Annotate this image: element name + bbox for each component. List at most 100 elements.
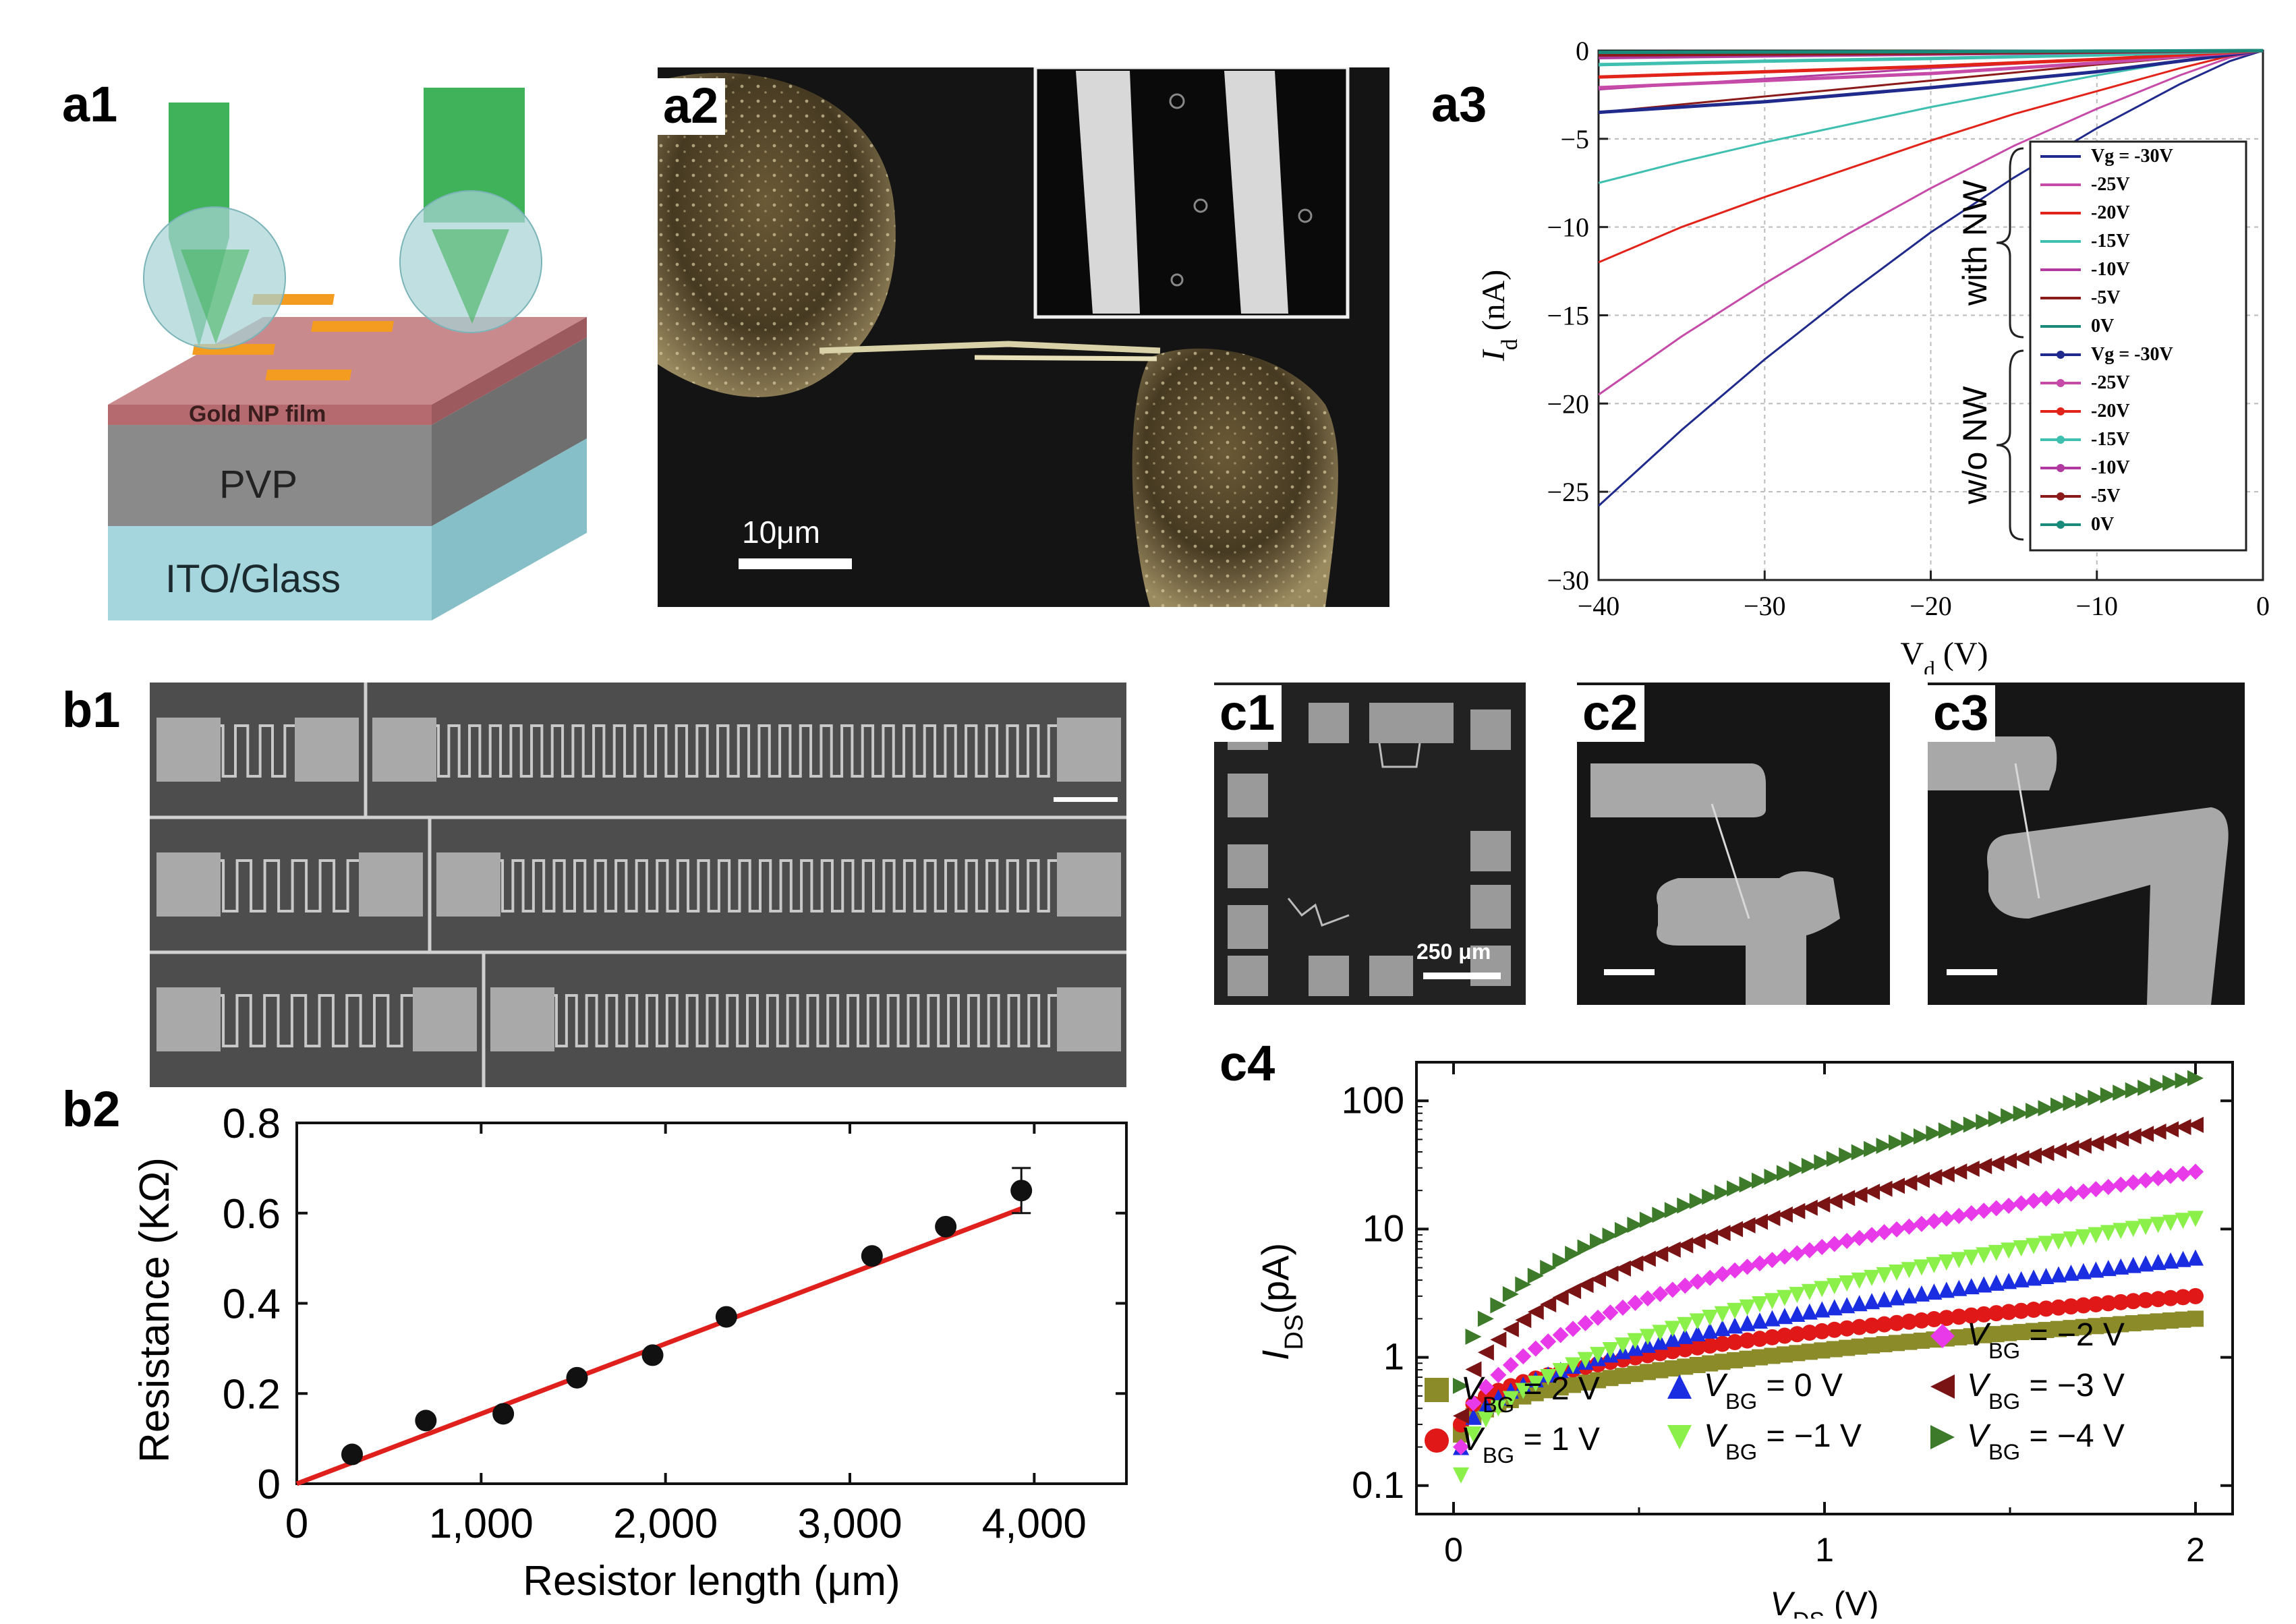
c4-point-2: [1764, 1310, 1781, 1327]
c4-point-1: [2175, 1289, 2191, 1306]
resistor-pad: [156, 852, 221, 917]
c4-point-3: [1864, 1269, 1881, 1286]
c4-point-3: [1839, 1275, 1856, 1292]
c4-point-6: [1540, 1260, 1557, 1277]
c4-point-6: [2075, 1092, 2092, 1109]
c4-point-3: [2175, 1213, 2191, 1229]
c4-point-5: [1764, 1210, 1781, 1227]
b2-chart: 0 1,000 2,000 3,000 4,000 0 0.2 0.4 0.6 0.8 Resist…: [132, 1101, 1128, 1604]
c4-point-1: [1689, 1339, 1706, 1356]
c4-point-5: [1465, 1361, 1482, 1378]
c4-point-1: [1702, 1337, 1719, 1354]
c4-point-3: [1814, 1281, 1831, 1298]
c4-chart: 0 1 2 0.1 1 10 100 VBG = 2 V VBG = 0 V VBG = −3 V…: [1254, 1061, 2234, 1619]
a3-legend-label: -25V: [2091, 372, 2130, 393]
c4-point-5: [1502, 1321, 1519, 1337]
resistor-meander: [221, 724, 295, 778]
c4-point-5: [1751, 1213, 1768, 1230]
c4-point-3: [1515, 1383, 1532, 1399]
c4-point-4: [1926, 1213, 1943, 1229]
b1-sem-art: [150, 683, 1126, 1087]
resistor-pad: [372, 718, 436, 782]
c4-point-3: [2038, 1236, 2055, 1252]
c1-scale-bar-label: 250 μm: [1416, 939, 1491, 964]
resistor-meander: [500, 859, 1057, 912]
a3-ylabel: Id (nA): [1476, 270, 1522, 361]
c4-point-4: [2137, 1172, 2154, 1189]
c4-point-1: [1764, 1329, 1781, 1345]
c4-point-6: [1851, 1144, 1868, 1161]
c4-point-1: [1751, 1331, 1768, 1347]
c4-point-4: [1689, 1273, 1706, 1290]
b2-xtick-label: 4,000: [982, 1501, 1087, 1547]
nanowire: [311, 321, 394, 332]
c4-point-2: [1664, 1331, 1681, 1347]
c4-point-1: [1727, 1334, 1744, 1351]
c2-scale-bar: [1604, 969, 1655, 975]
c4-point-5: [2038, 1144, 2055, 1161]
resistor-pad: [156, 987, 221, 1051]
b2-xtick-label: 3,000: [797, 1501, 902, 1547]
c4-point-3: [1976, 1247, 1992, 1264]
c4-point-4: [2001, 1197, 2017, 1214]
c4-point-5: [2063, 1140, 2079, 1157]
layer-label-top: Gold NP film: [189, 401, 326, 427]
c4-point-1: [1714, 1335, 1731, 1352]
c4-point-2: [2187, 1249, 2204, 1266]
b2-data-point: [415, 1410, 437, 1432]
c4-point-5: [1490, 1331, 1507, 1348]
a3-ytick-label: −5: [1560, 124, 1589, 154]
c4-point-2: [1963, 1278, 1980, 1295]
c4-point-4: [1864, 1227, 1881, 1244]
a3-legend-label: -20V: [2091, 202, 2130, 223]
c4-xtick-label: 0: [1444, 1531, 1463, 1569]
c4-point-3: [1963, 1249, 1980, 1266]
c4-point-1: [2125, 1293, 2142, 1310]
b2-data-point: [492, 1403, 515, 1425]
c4-point-4: [2187, 1163, 2204, 1180]
panel-label-a1: a1: [62, 76, 118, 132]
c4-point-1: [1926, 1311, 1943, 1328]
b2-ytick-label: 0.6: [223, 1191, 281, 1238]
a3-xtick-label: −40: [1578, 591, 1620, 621]
c4-point-6: [1901, 1131, 1918, 1148]
c4-point-2: [1652, 1333, 1669, 1350]
c4-point-4: [1876, 1224, 1893, 1241]
c4-point-3: [2125, 1221, 2142, 1238]
b2-xtick-label: 2,000: [613, 1501, 718, 1547]
c4-point-6: [1477, 1310, 1494, 1327]
a3-legend-label: -10V: [2091, 457, 2130, 478]
c4-point-6: [2162, 1074, 2179, 1091]
c4-point-2: [1851, 1295, 1868, 1312]
a3-series-13: [1598, 49, 2264, 55]
c4-point-6: [1577, 1239, 1594, 1256]
c4-point-3: [1789, 1287, 1806, 1304]
resistor-pad: [436, 852, 500, 917]
c4-point-3: [2001, 1242, 2017, 1259]
c4-point-6: [1490, 1297, 1507, 1314]
a3-legend-label: -5V: [2091, 287, 2121, 308]
c4-point-4: [1789, 1245, 1806, 1262]
c4-legend-label: VBG = −4 V: [1967, 1418, 2125, 1464]
c4-point-4: [1901, 1218, 1918, 1235]
a3-group-label-without: w/o NW: [1956, 386, 1994, 505]
layer-label-bottom: ITO/Glass: [165, 557, 341, 601]
c4-point-3: [1702, 1309, 1719, 1326]
c4-point-3: [1689, 1313, 1706, 1330]
c4-point-6: [1602, 1227, 1619, 1244]
c4-point-2: [1814, 1301, 1831, 1318]
c4-point-6: [2113, 1084, 2129, 1101]
c4-point-5: [2088, 1135, 2104, 1152]
c4-ytick-label: 100: [1342, 1078, 1404, 1121]
b2-data-point: [715, 1306, 737, 1328]
c4-point-5: [2150, 1123, 2166, 1140]
c4-point-1: [2137, 1292, 2154, 1308]
c4-point-5: [1702, 1229, 1719, 1246]
a3-legend-marker: [2057, 492, 2065, 500]
c4-point-3: [2088, 1227, 2104, 1244]
c4-point-1: [1801, 1325, 1818, 1341]
c4-legend-label: VBG = 2 V: [1461, 1371, 1600, 1417]
c4-point-2: [1677, 1327, 1694, 1344]
c4-point-4: [1951, 1207, 1968, 1224]
c4-point-2: [2013, 1271, 2030, 1287]
